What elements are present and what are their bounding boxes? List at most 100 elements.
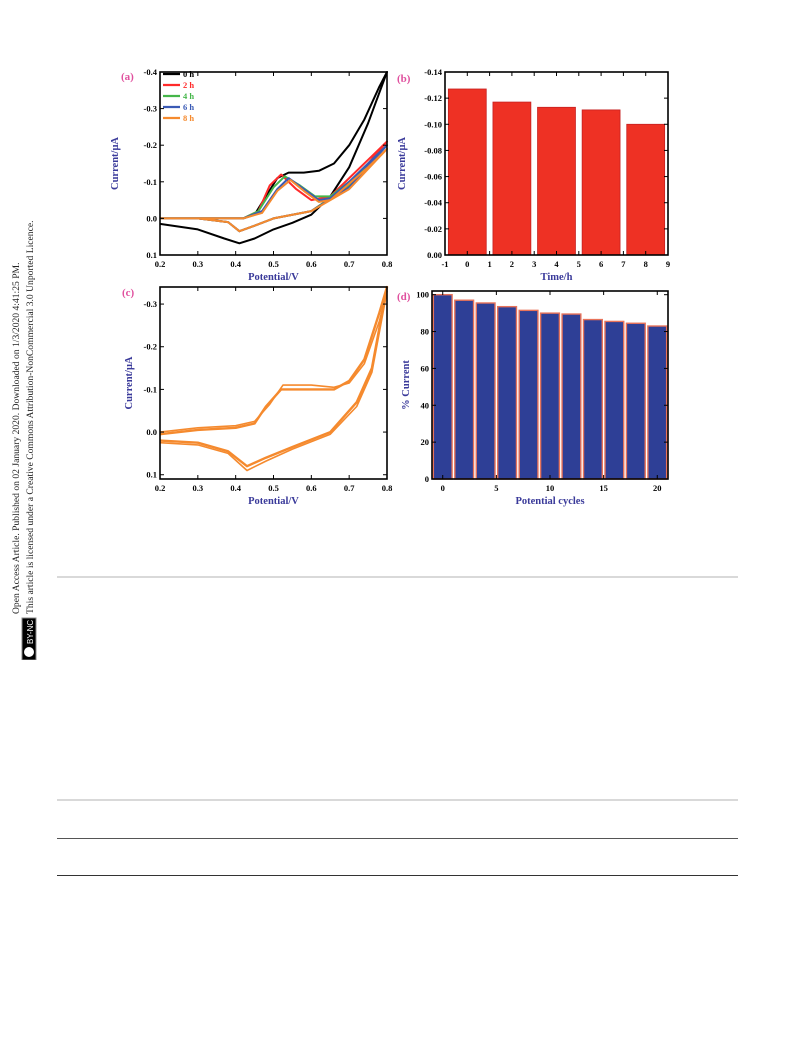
x-axis-label: Potential/V [248, 272, 299, 283]
x-tick-label: 0.8 [382, 259, 393, 269]
x-tick-label: 0.7 [344, 259, 355, 269]
divider [57, 576, 738, 578]
y-tick-label: 80 [421, 327, 430, 337]
bar [447, 88, 487, 256]
bar [604, 320, 625, 480]
y-tick-label: -0.04 [424, 198, 442, 208]
x-tick-label: 15 [599, 483, 608, 493]
x-tick-label: 0.3 [193, 259, 204, 269]
x-tick-label: 2 [510, 259, 514, 269]
y-tick-label: 0 [425, 474, 429, 484]
cc-icon [24, 647, 34, 657]
x-tick-label: 0 [465, 259, 469, 269]
figure: 0.2 0.3 0.4 0.5 0.6 0.7 0.8 -0.4 -0.3 -0.2 -0.1 0.0… [110, 67, 670, 507]
panel-a: 0.2 0.3 0.4 0.5 0.6 0.7 0.8 -0.4 -0.3 -0.2 -0.1 0.0… [110, 67, 392, 283]
y-tick-label: -0.3 [144, 299, 157, 309]
bar [582, 318, 603, 480]
notice-line-1: Open Access Article. Published on 02 Jan… [11, 263, 22, 614]
x-tick-label: 0.3 [193, 483, 204, 493]
y-tick-label: 40 [421, 400, 430, 410]
y-tick-label: -0.4 [144, 67, 158, 77]
y-tick-label: 0.0 [146, 427, 157, 437]
panel-c: 0.2 0.3 0.4 0.5 0.6 0.7 0.8 -0.3 -0.2 -0.1 0.0 0.1 P… [122, 285, 392, 507]
y-axis-label: Current/μA [110, 137, 121, 190]
x-tick-label: 0.4 [230, 259, 241, 269]
notice-line-2: This article is licensed under a Creativ… [25, 220, 36, 614]
x-tick-label: 6 [599, 259, 603, 269]
cv-curve-8h [160, 147, 388, 233]
panel-d: 0 5 10 15 20 0 20 40 60 80 100 Potential cycles % Cu… [397, 290, 669, 507]
bar [492, 101, 532, 256]
y-tick-label: -0.02 [424, 224, 442, 234]
bar [537, 106, 576, 256]
bar [561, 313, 582, 480]
y-tick-label: 0.1 [146, 470, 157, 480]
bar [497, 305, 518, 480]
y-tick-label: -0.2 [144, 140, 157, 150]
panel-letter: (a) [121, 71, 134, 83]
y-tick-label: -0.3 [144, 104, 157, 114]
x-tick-label: -1 [441, 259, 448, 269]
x-tick-label: 0.6 [306, 483, 317, 493]
y-tick-label: 0.0 [146, 213, 157, 223]
x-axis-label: Potential cycles [515, 496, 584, 507]
x-tick-label: 0.7 [344, 483, 355, 493]
legend-label: 8 h [183, 113, 194, 123]
divider [57, 799, 738, 801]
panel-letter: (b) [397, 73, 411, 85]
y-tick-label: -0.1 [144, 177, 157, 187]
x-tick-label: 0.4 [230, 483, 241, 493]
bar [475, 302, 496, 480]
divider [57, 875, 738, 876]
y-tick-label: -0.12 [424, 93, 442, 103]
x-tick-label: 9 [666, 259, 670, 269]
x-tick-label: 0 [441, 483, 445, 493]
y-tick-label: -0.14 [424, 67, 442, 77]
x-tick-label: 5 [577, 259, 581, 269]
bar [454, 299, 475, 480]
x-tick-label: 0.5 [268, 259, 279, 269]
y-tick-label: -0.1 [144, 384, 157, 394]
bar [647, 325, 668, 480]
cv-cycle-curve [159, 290, 388, 472]
x-tick-label: 0.2 [155, 483, 166, 493]
legend-label: 6 h [183, 102, 194, 112]
x-tick-label: 10 [546, 483, 555, 493]
bar [581, 109, 621, 256]
x-tick-label: 8 [644, 259, 648, 269]
y-tick-label: -0.10 [424, 119, 442, 129]
x-tick-label: 0.6 [306, 259, 317, 269]
y-axis-label: Current/μA [124, 356, 135, 409]
x-axis-label: Time/h [541, 272, 573, 283]
bar [625, 322, 646, 480]
x-tick-label: 0.2 [155, 259, 166, 269]
license-badge-text: BY-NC [26, 620, 35, 644]
x-tick-label: 20 [653, 483, 662, 493]
x-tick-label: 3 [532, 259, 536, 269]
bar [626, 123, 666, 256]
bar [539, 312, 561, 480]
cv-cycle-curve [159, 285, 389, 468]
y-tick-label: 0.1 [146, 250, 157, 260]
x-axis-label: Potential/V [248, 496, 299, 507]
x-tick-label: 4 [554, 259, 559, 269]
legend-label: 4 h [183, 91, 194, 101]
bar [518, 309, 539, 480]
legend-label: 0 h [183, 69, 194, 79]
panel-letter: (c) [122, 287, 135, 299]
y-tick-label: 60 [421, 363, 430, 373]
y-tick-label: -0.06 [424, 172, 442, 182]
y-tick-label: 20 [421, 437, 430, 447]
divider [57, 838, 738, 839]
plot-frame [159, 286, 388, 480]
y-tick-label: -0.08 [424, 145, 442, 155]
cc-license-badge[interactable]: BY-NC [21, 617, 37, 660]
y-tick-label: -0.2 [144, 342, 157, 352]
x-tick-label: 7 [621, 259, 626, 269]
x-tick-label: 5 [494, 483, 498, 493]
open-access-notice: Open Access Article. Published on 02 Jan… [7, 120, 43, 660]
legend-label: 2 h [183, 80, 194, 90]
y-axis-label: Current/μA [397, 137, 408, 190]
x-tick-label: 1 [487, 259, 491, 269]
y-axis-label: % Current [401, 360, 412, 410]
